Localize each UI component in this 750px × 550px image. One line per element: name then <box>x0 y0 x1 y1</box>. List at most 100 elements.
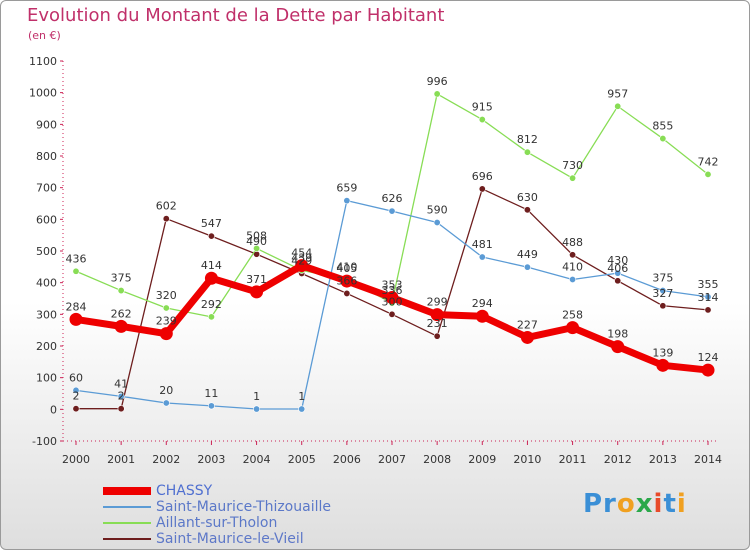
data-label: 258 <box>562 309 583 322</box>
data-point <box>433 219 441 227</box>
data-label: 659 <box>336 182 357 195</box>
legend-swatch <box>103 538 151 540</box>
data-point <box>385 291 399 305</box>
data-label: 812 <box>517 133 538 146</box>
data-label: 696 <box>472 170 493 183</box>
data-label: 488 <box>562 236 583 249</box>
data-label: 292 <box>201 298 222 311</box>
data-point <box>72 267 80 275</box>
legend-swatch <box>103 506 151 508</box>
y-tick-label: 1100 <box>29 55 57 68</box>
data-point <box>433 90 441 98</box>
data-point <box>159 327 173 341</box>
data-label: 490 <box>246 235 267 248</box>
data-label: 430 <box>607 254 628 267</box>
data-point <box>250 285 264 299</box>
x-tick-label: 2004 <box>243 453 271 466</box>
data-point <box>569 275 577 283</box>
y-tick-label: 500 <box>36 245 57 258</box>
data-point <box>207 232 215 240</box>
data-label: 2 <box>73 390 80 403</box>
data-point <box>704 306 712 314</box>
data-point <box>117 392 125 400</box>
data-label: 410 <box>336 261 357 274</box>
data-point <box>701 363 715 377</box>
data-label: 299 <box>427 296 448 309</box>
data-label: 1 <box>298 390 305 403</box>
data-label: 371 <box>246 273 267 286</box>
x-tick-label: 2013 <box>649 453 677 466</box>
chart-title: Evolution du Montant de la Dette par Hab… <box>27 5 445 26</box>
data-label: 60 <box>69 371 83 384</box>
y-tick-label: 0 <box>50 403 57 416</box>
data-point <box>611 340 625 354</box>
data-label: 294 <box>472 297 493 310</box>
data-label: 405 <box>336 262 357 275</box>
data-label: 406 <box>607 262 628 275</box>
data-label: 855 <box>652 120 673 133</box>
data-point <box>523 206 531 214</box>
data-label: 996 <box>427 75 448 88</box>
data-label: 2 <box>118 390 125 403</box>
legend-label: Aillant-sur-Tholon <box>156 515 278 531</box>
legend-label: CHASSY <box>156 483 213 499</box>
data-point <box>569 174 577 182</box>
y-tick-label: 800 <box>36 150 57 163</box>
x-tick-label: 2005 <box>288 453 316 466</box>
data-label: 436 <box>66 252 87 265</box>
data-point <box>207 313 215 321</box>
data-label: 630 <box>517 191 538 204</box>
y-tick-label: 100 <box>36 372 57 385</box>
data-point <box>520 330 534 344</box>
data-point <box>72 405 80 413</box>
data-label: 284 <box>66 300 87 313</box>
data-point <box>295 259 309 273</box>
data-label: 227 <box>517 318 538 331</box>
data-label: 429 <box>291 254 312 267</box>
x-tick-label: 2002 <box>152 453 180 466</box>
legend-swatch <box>103 522 151 524</box>
data-point <box>614 102 622 110</box>
data-label: 231 <box>427 317 448 330</box>
legend-label: Saint-Maurice-Thizouaille <box>156 499 331 515</box>
data-label: 336 <box>382 284 403 297</box>
data-point <box>114 319 128 333</box>
data-point <box>343 289 351 297</box>
data-label: 454 <box>291 247 312 260</box>
legend-swatch <box>103 487 151 495</box>
data-point <box>69 312 83 326</box>
data-point <box>433 332 441 340</box>
x-tick-label: 2008 <box>423 453 451 466</box>
data-point <box>162 304 170 312</box>
data-label: 366 <box>336 274 357 287</box>
data-label: 590 <box>427 204 448 217</box>
data-label: 742 <box>698 155 719 168</box>
y-tick-label: 1000 <box>29 87 57 100</box>
data-point <box>117 405 125 413</box>
data-label: 375 <box>111 272 132 285</box>
data-point <box>162 399 170 407</box>
data-point <box>659 287 667 295</box>
data-point <box>659 135 667 143</box>
x-tick-label: 2006 <box>333 453 361 466</box>
y-tick-label: 700 <box>36 182 57 195</box>
data-point <box>523 263 531 271</box>
data-label: 41 <box>114 377 128 390</box>
data-label: 20 <box>159 384 173 397</box>
y-tick-label: 900 <box>36 118 57 131</box>
data-label: 262 <box>111 307 132 320</box>
x-tick-label: 2001 <box>107 453 135 466</box>
x-tick-label: 2012 <box>604 453 632 466</box>
data-point <box>569 251 577 259</box>
data-point <box>204 271 218 285</box>
data-label: 198 <box>607 328 628 341</box>
data-label: 327 <box>652 287 673 300</box>
data-label: 300 <box>382 295 403 308</box>
data-point <box>207 402 215 410</box>
x-tick-label: 2014 <box>694 453 722 466</box>
x-tick-label: 2011 <box>559 453 587 466</box>
data-label: 915 <box>472 101 493 114</box>
y-tick-label: 600 <box>36 213 57 226</box>
data-point <box>475 309 489 323</box>
